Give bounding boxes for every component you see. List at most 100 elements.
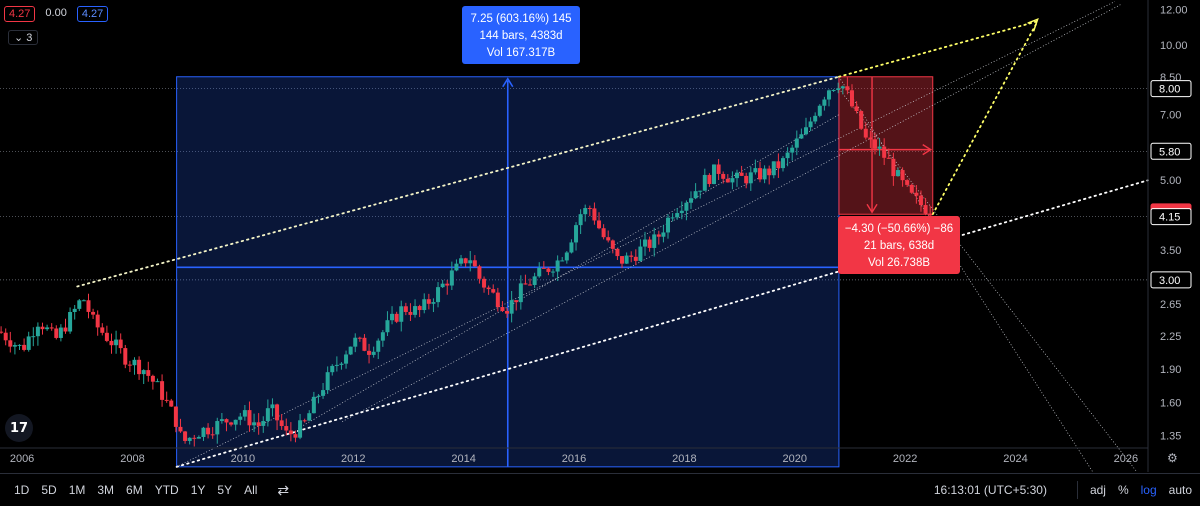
candle-body — [380, 332, 385, 341]
y-tick-label: 1.60 — [1160, 397, 1181, 409]
candle-body — [357, 337, 362, 339]
candle-body — [514, 300, 519, 303]
toolbar-right: 16:13:01 (UTC+5:30) adj % log auto — [934, 474, 1192, 506]
candle-body — [560, 260, 565, 262]
price-label: 8.00 — [1159, 84, 1180, 96]
measure-up-label-line: Vol 167.317B — [487, 47, 556, 59]
tradingview-logo-icon[interactable]: 17 — [5, 414, 33, 442]
timeframe-ytd[interactable]: YTD — [154, 483, 179, 497]
y-tick-label: 5.00 — [1160, 175, 1181, 187]
timeframe-5y[interactable]: 5Y — [217, 483, 233, 497]
candle-body — [808, 121, 813, 128]
timeframe-1y[interactable]: 1Y — [190, 483, 206, 497]
percent-toggle[interactable]: % — [1117, 483, 1129, 497]
timeframe-5d[interactable]: 5D — [41, 483, 57, 497]
candle-body — [321, 390, 326, 396]
candle-body — [72, 308, 77, 313]
measure-down-right-arrow — [922, 144, 933, 156]
settings-gear-icon[interactable]: ⚙ — [1167, 451, 1178, 465]
candle-body — [486, 287, 491, 290]
candle-body — [40, 326, 45, 330]
trend-line — [76, 75, 840, 288]
candles — [0, 77, 933, 447]
candle-body — [578, 214, 583, 226]
price-label: 3.00 — [1159, 275, 1180, 287]
candle-body — [371, 351, 376, 355]
candle-body — [86, 300, 91, 312]
candle-body — [900, 170, 905, 181]
timeframe-selector: 1D 5D 1M 3M 6M YTD 1Y 5Y All — [8, 483, 263, 497]
timeframe-1d[interactable]: 1D — [14, 483, 30, 497]
candle-body — [426, 299, 431, 304]
candle-body — [132, 359, 137, 366]
candle-body — [845, 86, 850, 91]
candle-body — [574, 225, 579, 243]
candle-body — [95, 314, 100, 328]
candle-body — [26, 336, 31, 350]
candle-body — [532, 276, 537, 285]
x-tick-label: 2022 — [893, 453, 917, 465]
compare-icon[interactable]: ⇄ — [277, 481, 290, 498]
candle-body — [261, 421, 266, 426]
price-axis-background — [1149, 0, 1200, 472]
candle-body — [468, 260, 473, 264]
x-tick-label: 2010 — [231, 453, 255, 465]
candle-body — [739, 172, 744, 176]
x-tick-label: 2012 — [341, 453, 365, 465]
auto-toggle[interactable]: auto — [1168, 483, 1192, 497]
price-label-box — [1150, 80, 1192, 98]
candle-body — [610, 240, 615, 249]
candle-body — [8, 340, 13, 347]
candle-body — [495, 292, 500, 308]
candle-body — [817, 105, 822, 116]
candle-body — [155, 381, 160, 383]
timeframe-3m[interactable]: 3M — [97, 483, 115, 497]
chevron-down-icon: ⌄ — [14, 32, 24, 44]
candle-body — [49, 327, 54, 329]
candle-body — [150, 375, 155, 382]
measure-down-arrow — [866, 203, 878, 214]
candle-body — [288, 430, 293, 435]
measure-up-label-line: 7.25 (603.16%) 145 — [470, 13, 571, 25]
timeframe-all[interactable]: All — [244, 483, 258, 497]
x-tick-label: 2006 — [10, 453, 34, 465]
candle-body — [219, 419, 224, 422]
candle-body — [491, 289, 496, 293]
candle-body — [886, 157, 891, 159]
adj-toggle[interactable]: adj — [1089, 483, 1106, 497]
candle-body — [238, 416, 243, 420]
candle-body — [339, 363, 344, 365]
candle-body — [891, 158, 896, 177]
candle-body — [417, 306, 422, 311]
candle-body — [449, 270, 454, 286]
x-tick-label: 2024 — [1003, 453, 1027, 465]
candle-body — [564, 252, 569, 261]
candle-body — [210, 434, 215, 436]
candle-body — [624, 255, 629, 264]
candle-body — [252, 422, 257, 426]
candle-body — [757, 168, 762, 180]
candle-body — [256, 422, 261, 426]
projection-arrow — [1027, 17, 1039, 32]
candle-body — [684, 202, 689, 211]
candle-body — [909, 184, 914, 193]
log-toggle[interactable]: log — [1140, 483, 1157, 497]
candle-body — [776, 161, 781, 169]
y-tick-label: 1.35 — [1160, 431, 1181, 443]
measure-down-label-line: Vol 26.738B — [868, 257, 930, 269]
candle-body — [505, 311, 510, 314]
candle-body — [518, 283, 523, 303]
indicator-collapse-button[interactable]: ⌄ 3 — [8, 30, 39, 45]
candle-body — [780, 158, 785, 169]
timeframe-1m[interactable]: 1M — [68, 483, 86, 497]
logo-text: 17 — [9, 420, 29, 436]
measure-down-label-line: 21 bars, 638d — [864, 240, 934, 252]
candle-body — [693, 191, 698, 199]
candle-body — [160, 381, 165, 400]
candle-body — [482, 278, 487, 288]
candle-body — [229, 422, 234, 425]
candle-body — [528, 284, 533, 286]
candle-body — [868, 137, 873, 140]
timeframe-6m[interactable]: 6M — [126, 483, 143, 497]
